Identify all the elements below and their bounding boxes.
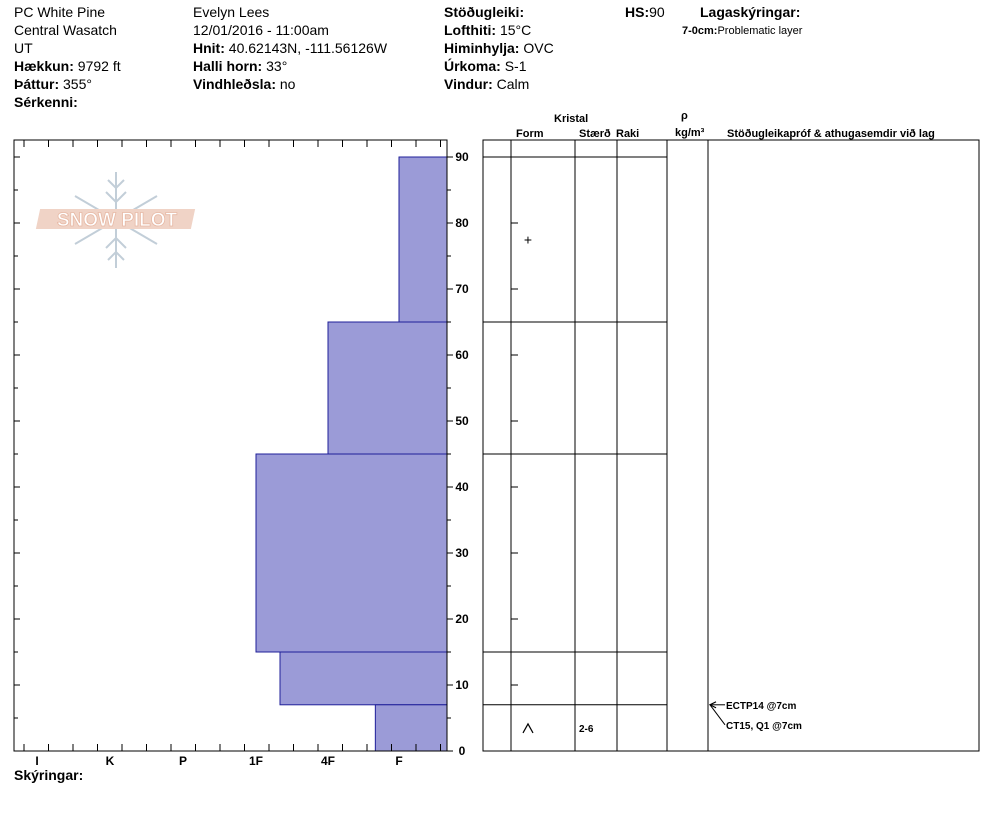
layer-table-frame [482,139,980,752]
elevation-value: 9792 ft [77,58,121,74]
range: Central Wasatch [14,22,117,38]
y-tick-label: 20 [455,612,469,626]
density-unit-header: kg/m³ [675,127,705,139]
legend-desc: Problematic layer [717,25,803,37]
hardness-tick-label: K [106,754,115,768]
wind-label: Vindur: [444,76,493,92]
features-label: Sérkenni: [14,94,78,110]
grain-size-label: 2-6 [579,724,594,735]
air-temp-label: Lofthiti: [444,22,497,38]
tests-header: Stöðugleikapróf & athugasemdir við lag [727,128,935,140]
hardness-plot-frame [13,139,448,752]
layer-bar-3 [279,651,448,706]
y-tick-label: 30 [455,546,469,560]
layer-bar-0 [398,156,448,323]
datetime: 12/01/2016 - 11:00am [193,22,329,38]
slope-label: Halli horn: [193,58,263,74]
aspect-label: Þáttur: [14,76,60,92]
elevation: Hækkun: 9792 ft [14,57,121,75]
hardness-tick-label: I [35,754,38,768]
rho-header: ρ [681,110,688,122]
air-temp: Lofthiti: 15°C [444,21,531,39]
legend-label: Lagaskýringar: [700,4,801,20]
hardness-tick-label: F [395,754,402,768]
layer-bar-1 [327,321,448,455]
test-pointer-line [709,704,726,726]
stability-test-label: CT15, Q1 @7cm [726,721,802,732]
observer: Evelyn Lees [193,4,270,20]
precip-label: Úrkoma: [444,58,501,74]
stability-test-label: ECTP14 @7cm [726,701,796,712]
grain-form-symbol: + [524,232,532,248]
hs: HS:90 [625,3,665,21]
form-header: Form [516,128,544,140]
hardness-tick-label: 1F [249,754,263,768]
aspect: Þáttur: 355° [14,75,92,93]
legend-entry: 7-0cm:Problematic layer [682,22,802,40]
air-temp-value: 15°C [499,22,532,38]
y-tick-label: 80 [455,216,469,230]
sky-label: Himinhylja: [444,40,520,56]
grain-form-symbol [522,722,534,734]
layer-bar-4 [374,704,448,752]
y-tick-label: 10 [455,678,469,692]
precip: Úrkoma: S-1 [444,57,526,75]
sky: Himinhylja: OVC [444,39,554,57]
wind-value: Calm [496,76,530,92]
notes-label: Skýringar: [14,767,84,783]
stability-label: Stöðugleiki: [444,4,525,20]
wind: Vindur: Calm [444,75,529,93]
y-tick-label: 70 [455,282,469,296]
coords-label: Hnit: [193,40,225,56]
y-tick-label: 0 [459,744,466,758]
hs-value: 90 [649,4,665,20]
state: UT [14,40,33,56]
slope: Halli horn: 33° [193,57,287,75]
layer-bar-2 [255,453,448,653]
wind-loading-label: Vindhleðsla: [193,76,276,92]
y-tick-label: 60 [455,348,469,362]
size-header: Stærð [579,128,611,140]
legend-depth: 7-0cm: [682,25,718,37]
y-tick-label: 40 [455,480,469,494]
elevation-label: Hækkun: [14,58,74,74]
precip-value: S-1 [504,58,527,74]
coords-value: 40.62143N, -111.56126W [228,40,388,56]
y-tick-label: 50 [455,414,469,428]
location: PC White Pine [14,4,106,20]
y-tick-label: 90 [455,150,469,164]
wind-loading: Vindhleðsla: no [193,75,295,93]
aspect-value: 355° [63,76,92,92]
moisture-header: Raki [616,128,640,140]
hardness-tick-label: P [179,754,187,768]
test-pointer-arrow [708,701,717,709]
coords: Hnit: 40.62143N, -111.56126W [193,39,387,57]
slope-value: 33° [266,58,288,74]
hardness-tick-label: 4F [321,754,335,768]
sky-value: OVC [523,40,554,56]
wind-loading-value: no [279,76,296,92]
hs-label: HS: [625,4,650,20]
crystal-header: Kristal [554,113,589,125]
